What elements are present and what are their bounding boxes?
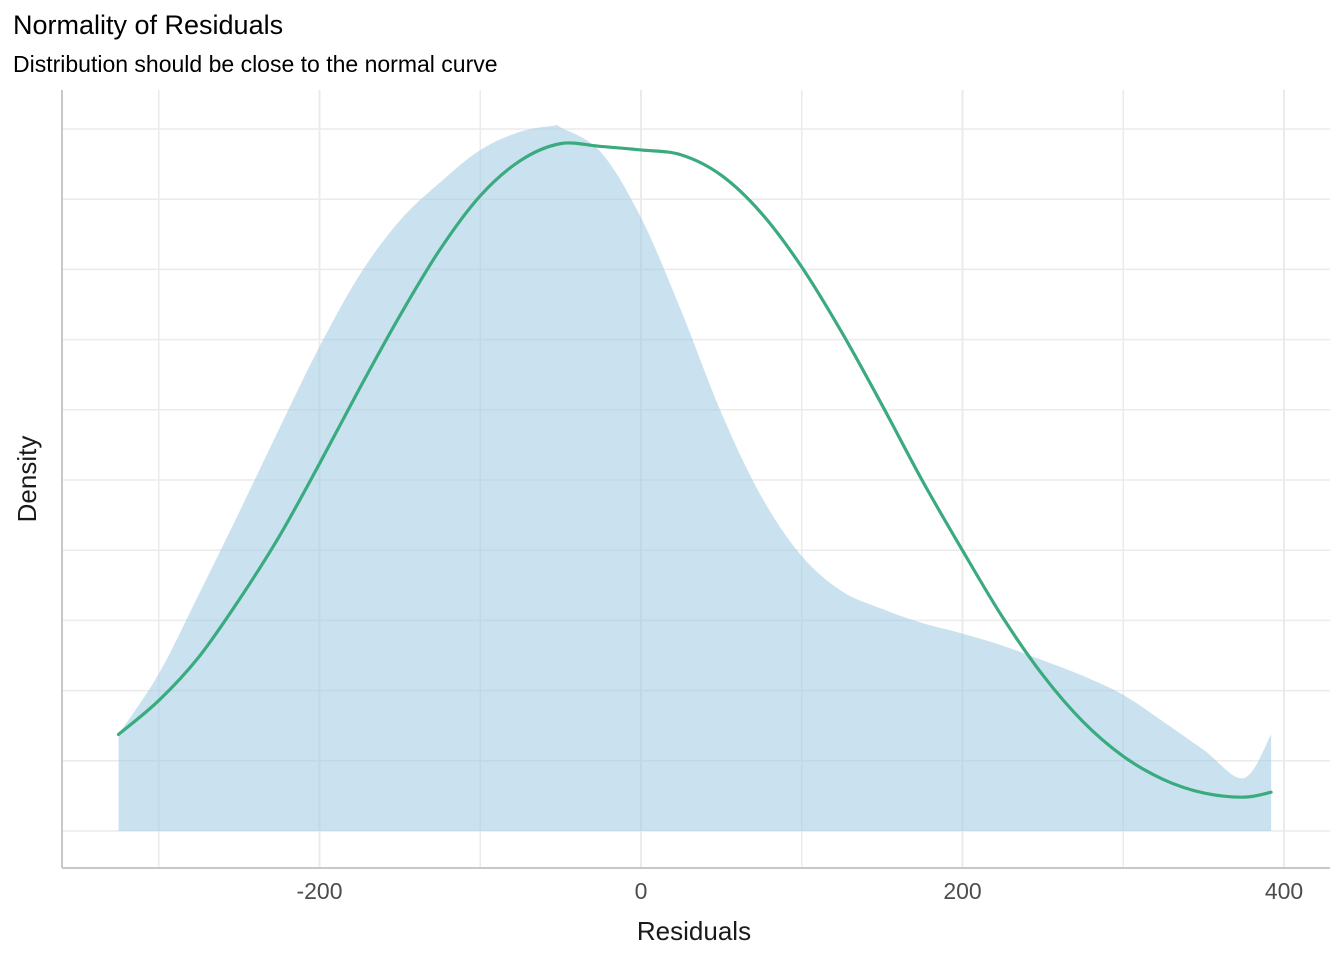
normal-curve-line — [116, 141, 1273, 799]
x-tick-label: 200 — [943, 878, 981, 904]
x-tick-label: 400 — [1265, 878, 1303, 904]
x-tick-label: -200 — [296, 878, 342, 904]
chart-title: Normality of Residuals — [13, 10, 283, 40]
y-axis-title: Density — [12, 436, 42, 523]
x-axis-title: Residuals — [637, 916, 751, 946]
x-tick-labels: -200 0 200 400 — [296, 878, 1303, 904]
x-tick-label: 0 — [635, 878, 648, 904]
density-area — [118, 124, 1272, 832]
chart-subtitle: Distribution should be close to the norm… — [13, 51, 498, 77]
